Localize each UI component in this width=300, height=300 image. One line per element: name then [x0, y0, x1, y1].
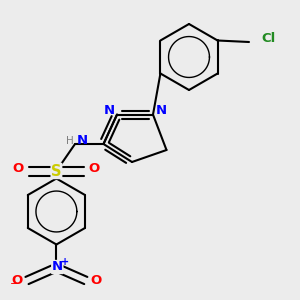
Text: O: O [88, 162, 100, 175]
Text: N: N [52, 260, 63, 274]
Text: O: O [11, 274, 22, 287]
Text: O: O [13, 162, 24, 175]
Text: +: + [61, 257, 70, 267]
Text: O: O [90, 274, 101, 287]
Text: N: N [76, 134, 88, 148]
Text: −: − [10, 279, 19, 289]
Text: S: S [51, 164, 62, 178]
Text: H: H [66, 136, 74, 146]
Text: N: N [103, 104, 115, 118]
Text: N: N [155, 104, 167, 118]
Text: Cl: Cl [261, 32, 275, 46]
